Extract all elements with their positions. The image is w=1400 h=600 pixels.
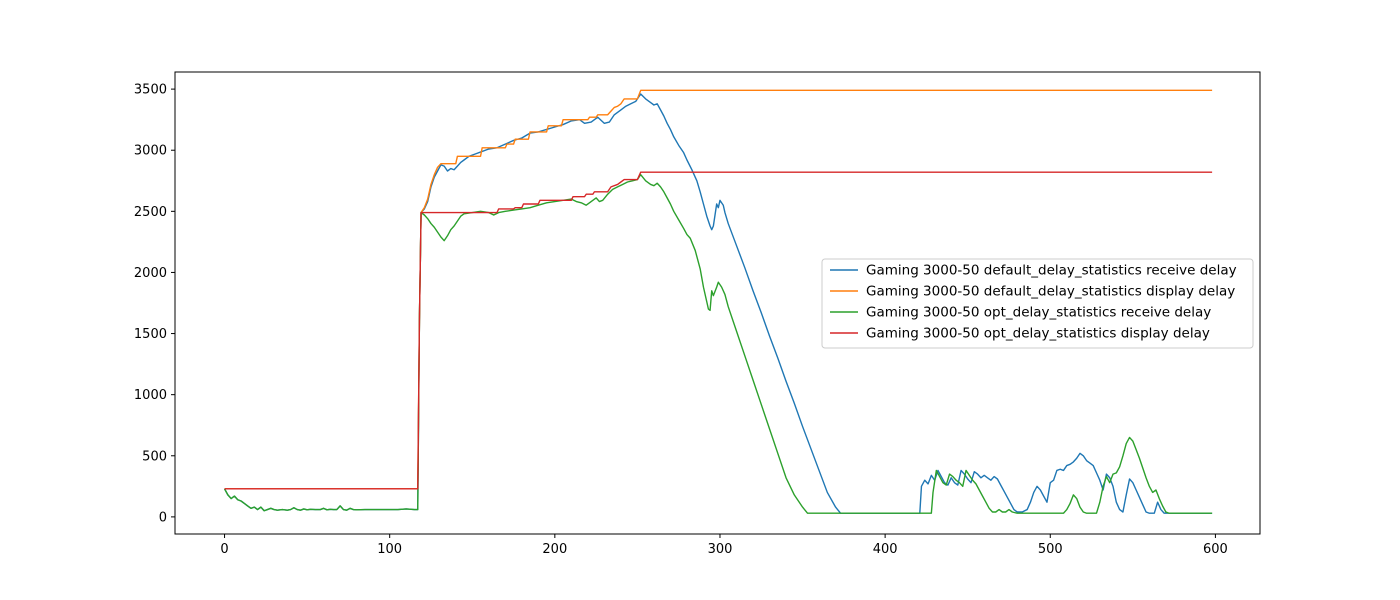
legend-label-3: Gaming 3000-50 opt_delay_statistics rece… xyxy=(866,305,1211,321)
series-lines xyxy=(223,89,1213,514)
y-tick-label: 0 xyxy=(159,510,167,525)
y-tick-label: 3500 xyxy=(134,83,167,98)
y-tick-label: 3000 xyxy=(134,144,167,159)
series-line-2 xyxy=(224,89,1213,490)
y-tick-label: 1000 xyxy=(134,388,167,403)
legend-label-2: Gaming 3000-50 default_delay_statistics … xyxy=(866,284,1235,300)
x-axis-ticks: 0 100 200 300 400 500 600 xyxy=(220,534,1228,557)
x-tick-label: 400 xyxy=(873,542,898,557)
legend-box xyxy=(821,258,1254,349)
legend: Gaming 3000-50 default_delay_statistics … xyxy=(821,258,1254,349)
series-line-4 xyxy=(224,171,1213,490)
y-tick-label: 2500 xyxy=(134,205,167,220)
x-tick-label: 100 xyxy=(377,542,402,557)
y-axis-ticks: 0 500 1000 1500 2000 2500 3000 3500 xyxy=(134,83,175,525)
y-tick-label: 1500 xyxy=(134,327,167,342)
x-tick-label: 200 xyxy=(542,542,567,557)
series-line-3 xyxy=(223,173,1213,514)
x-tick-label: 600 xyxy=(1203,542,1228,557)
y-tick-label: 500 xyxy=(142,449,167,464)
legend-label-4: Gaming 3000-50 opt_delay_statistics disp… xyxy=(866,326,1210,342)
x-tick-label: 500 xyxy=(1038,542,1063,557)
x-tick-label: 300 xyxy=(708,542,733,557)
plot-area-frame xyxy=(174,71,1261,535)
legend-label-1: Gaming 3000-50 default_delay_statistics … xyxy=(866,263,1237,279)
y-tick-label: 2000 xyxy=(134,266,167,281)
x-tick-label: 0 xyxy=(220,542,228,557)
